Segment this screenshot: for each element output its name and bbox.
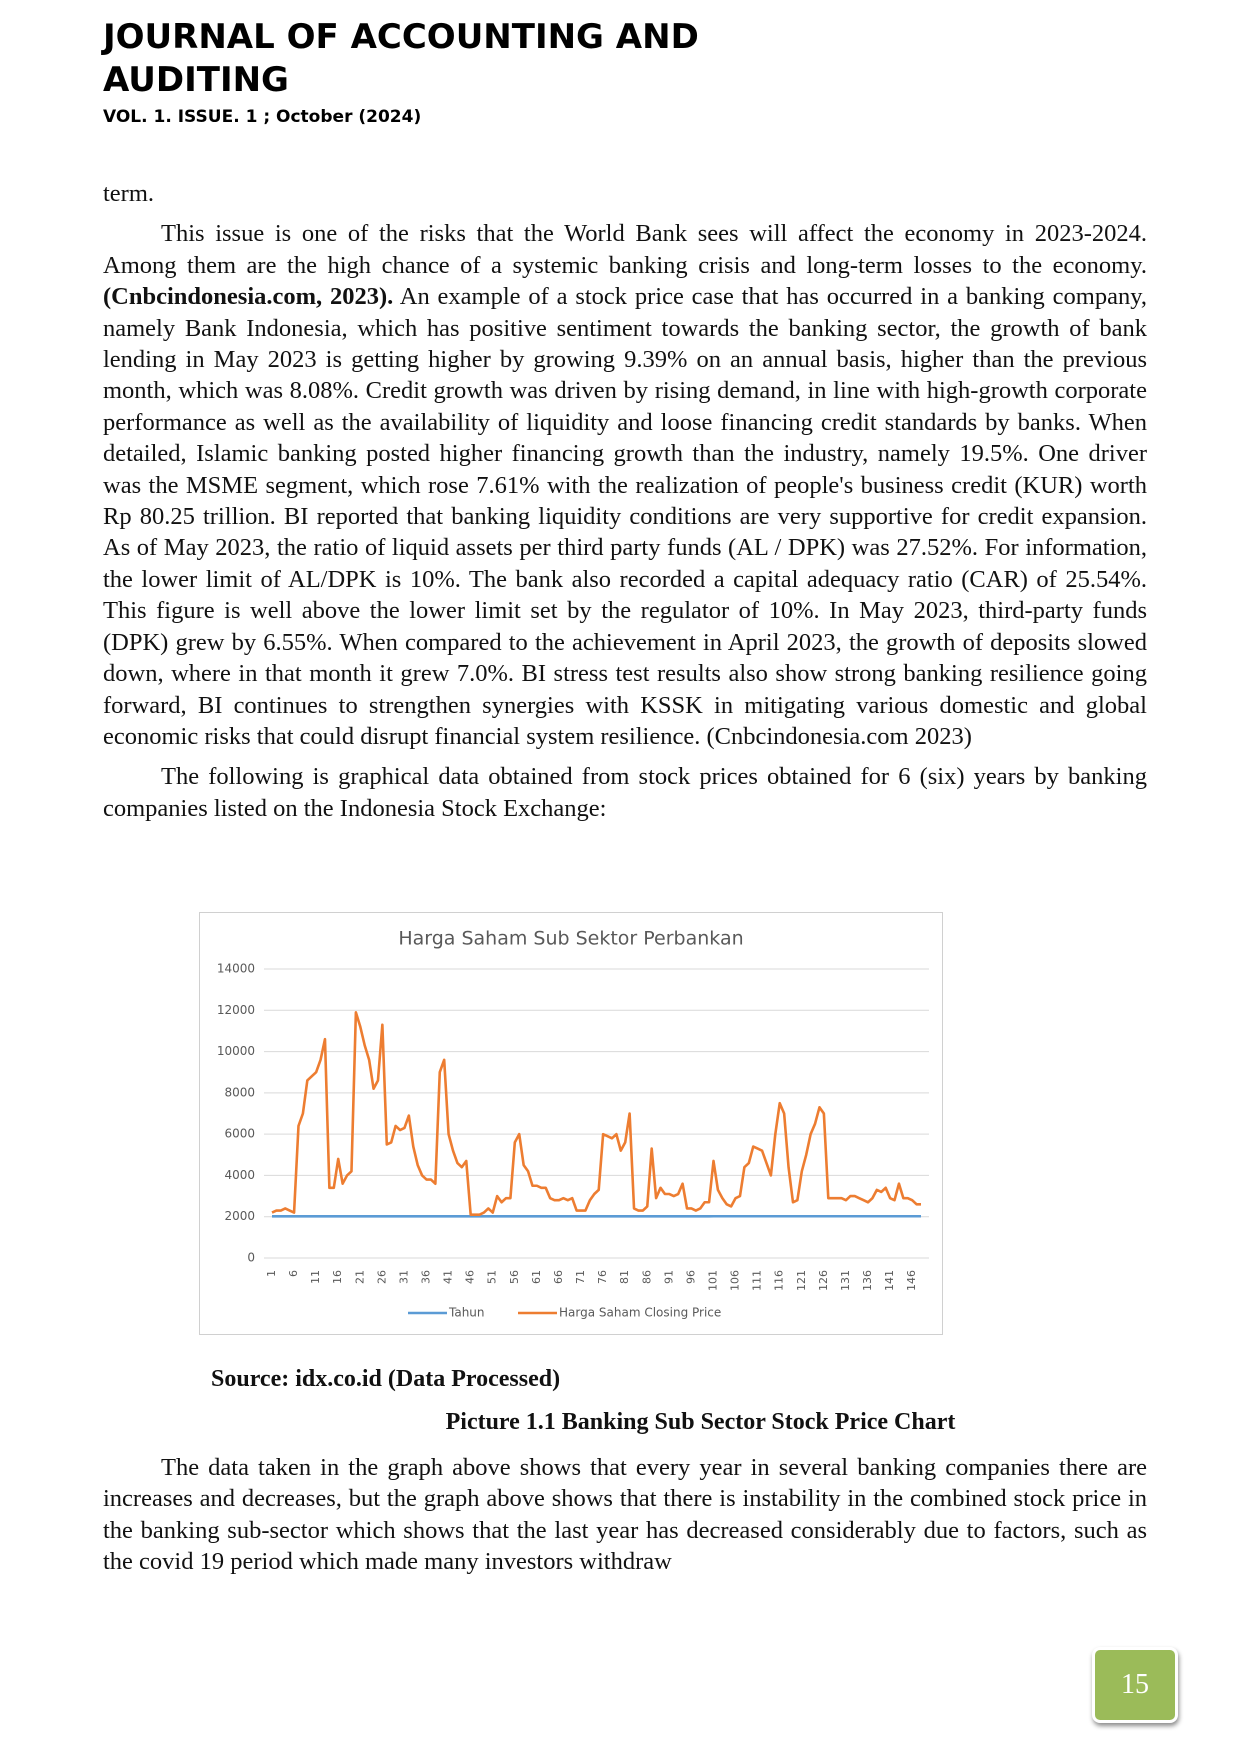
paragraph: The data taken in the graph above shows … — [103, 1454, 1147, 1576]
x-tick-label: 111 — [751, 1270, 764, 1291]
x-tick-label: 36 — [420, 1270, 433, 1284]
x-tick-label: 71 — [574, 1270, 587, 1284]
text-run: This issue is one of the risks that the … — [103, 220, 1147, 279]
x-tick-label: 121 — [795, 1270, 808, 1291]
journal-volume: VOL. 1. ISSUE. 1 ; October (2024) — [103, 107, 422, 127]
x-tick-label: 101 — [706, 1270, 719, 1291]
x-tick-label: 91 — [662, 1270, 675, 1284]
y-tick-label: 6000 — [224, 1127, 255, 1141]
x-tick-label: 116 — [773, 1270, 786, 1291]
x-tick-label: 1 — [265, 1270, 278, 1277]
legend-label: Tahun — [448, 1306, 485, 1320]
chart: Harga Saham Sub Sektor Perbankan 0 2000 40… — [217, 928, 929, 1320]
x-tick-label: 56 — [508, 1270, 521, 1284]
paragraph: This issue is one of the risks that the … — [103, 218, 1147, 752]
x-tick-label: 51 — [486, 1270, 499, 1284]
x-tick-label: 146 — [905, 1270, 918, 1291]
x-tick-label: 126 — [817, 1270, 830, 1291]
body-text: The data taken in the graph above shows … — [103, 1452, 1147, 1587]
y-tick-label: 10000 — [217, 1044, 255, 1058]
citation: (Cnbcindonesia.com, 2023). — [103, 283, 394, 311]
x-tick-label: 66 — [552, 1270, 565, 1284]
x-tick-label: 86 — [640, 1270, 653, 1284]
y-tick-label: 8000 — [224, 1085, 255, 1099]
x-tick-label: 41 — [442, 1270, 455, 1284]
x-tick-label: 11 — [309, 1270, 322, 1284]
x-tick-label: 141 — [883, 1270, 896, 1291]
x-tick-label: 6 — [287, 1270, 300, 1277]
x-tick-label: 16 — [331, 1270, 344, 1284]
x-tick-label: 136 — [861, 1270, 874, 1291]
y-tick-label: 0 — [247, 1251, 255, 1265]
x-tick-label: 61 — [530, 1270, 543, 1284]
text-run: An example of a stock price case that ha… — [103, 283, 1147, 750]
legend-label: Harga Saham Closing Price — [559, 1306, 721, 1320]
body-text: term. This issue is one of the risks tha… — [103, 178, 1147, 833]
data-line — [271, 1011, 921, 1216]
paragraph: term. — [103, 180, 155, 207]
figure-source: Source: idx.co.id (Data Processed) — [211, 1366, 561, 1392]
chart-title: Harga Saham Sub Sektor Perbankan — [398, 928, 743, 950]
x-tick-label: 46 — [464, 1270, 477, 1284]
x-tick-label: 76 — [596, 1270, 609, 1284]
x-tick-label: 131 — [839, 1270, 852, 1291]
page-number: 15 — [1092, 1647, 1178, 1723]
y-tick-label: 2000 — [224, 1209, 255, 1223]
x-tick-label: 26 — [375, 1270, 388, 1284]
chart-frame: Harga Saham Sub Sektor Perbankan 0 2000 40… — [199, 912, 943, 1335]
figure-caption: Picture 1.1 Banking Sub Sector Stock Pri… — [445, 1409, 956, 1435]
y-tick-label: 12000 — [217, 1003, 255, 1017]
paragraph: The following is graphical data obtained… — [103, 763, 1147, 822]
x-tick-label: 31 — [397, 1270, 410, 1284]
x-tick-label: 106 — [729, 1270, 742, 1291]
y-tick-label: 14000 — [217, 962, 255, 976]
x-tick-label: 81 — [618, 1270, 631, 1284]
x-tick-label: 21 — [353, 1270, 366, 1284]
x-tick-label: 96 — [684, 1270, 697, 1284]
y-tick-label: 4000 — [224, 1168, 255, 1182]
journal-title: JOURNAL OF ACCOUNTING AND AUDITING — [103, 17, 699, 100]
